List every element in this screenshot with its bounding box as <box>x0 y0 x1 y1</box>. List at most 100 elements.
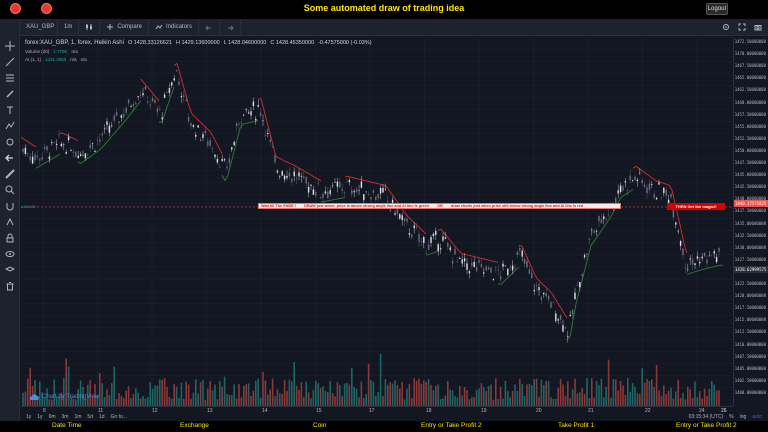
volume-bar <box>454 396 456 406</box>
volume-bar <box>583 393 586 406</box>
indicators-button[interactable]: Indicators <box>149 18 200 36</box>
auto-toggle[interactable]: auto <box>752 414 762 420</box>
time-axis[interactable]: 8 11 12 13 14 15 17 18 19 20 21 22 24 25 26 <box>21 406 733 414</box>
brush-icon[interactable] <box>5 89 15 99</box>
candle-body <box>399 214 401 219</box>
fullscreen-button[interactable] <box>738 23 746 33</box>
ai-line-segment <box>323 200 328 202</box>
candle-body <box>540 296 543 300</box>
candle-body <box>312 189 315 195</box>
ai-line-segment <box>179 73 184 85</box>
text-tool-icon[interactable] <box>5 105 15 115</box>
symbol-search[interactable]: XAU_GBP <box>20 18 58 36</box>
ai-line-segment <box>380 184 385 186</box>
trash-icon[interactable] <box>5 281 15 291</box>
candle-body <box>471 262 473 266</box>
pattern-icon[interactable] <box>5 121 15 131</box>
compare-button[interactable]: Compare <box>100 18 150 36</box>
logout-button[interactable]: Logout <box>706 3 728 15</box>
stay-drawing-icon[interactable] <box>5 217 15 227</box>
range-button[interactable]: 1m <box>74 414 82 420</box>
candle-body <box>557 319 559 321</box>
volume-bar <box>238 383 240 406</box>
footer-link[interactable]: Exchange <box>180 422 209 429</box>
ai-line-segment <box>692 271 697 273</box>
chart-toolbar: XAU_GBP 1m Compare Indicators <box>20 18 768 36</box>
volume-bar <box>235 398 238 406</box>
interval-button[interactable]: 1m <box>58 18 80 36</box>
volume-bar <box>255 380 257 406</box>
candle-body <box>533 290 535 292</box>
magnet-icon[interactable] <box>5 201 15 211</box>
volume-bar <box>663 385 665 406</box>
range-button[interactable]: 6m <box>48 414 56 420</box>
candle-body <box>552 301 555 303</box>
ai-line-segment <box>308 173 313 176</box>
ruler-icon[interactable] <box>5 169 15 179</box>
candle-body <box>269 139 271 142</box>
price-axis[interactable]: 1472.50000000 1470.00000000 1467.50000000 1… <box>733 37 768 406</box>
ai-line-segment <box>218 147 223 154</box>
layers-icon[interactable] <box>4 265 16 275</box>
undo-button[interactable] <box>199 18 221 36</box>
candle-body <box>171 82 173 86</box>
ai-line-segment <box>56 153 61 157</box>
footer-link[interactable]: Entry or Take Profit 2 <box>676 422 737 429</box>
range-button[interactable]: 1d <box>98 414 105 420</box>
crosshair-icon[interactable] <box>5 41 15 51</box>
settings-button[interactable] <box>722 23 730 33</box>
candle-body <box>543 292 545 295</box>
footer-link[interactable]: Take Profit 1 <box>558 422 595 429</box>
volume-bar <box>543 385 545 406</box>
ai-line-segment <box>530 266 535 274</box>
screenshot-button[interactable] <box>754 23 762 33</box>
volume-bar <box>425 381 427 406</box>
candle-body <box>449 247 451 251</box>
fib-icon[interactable] <box>5 73 15 83</box>
log-toggle[interactable]: log <box>739 414 747 420</box>
menu-logo-icon[interactable] <box>41 3 52 14</box>
redo-button[interactable] <box>220 18 242 36</box>
ai-line-segment <box>593 236 598 242</box>
ai-line-segment <box>86 156 91 160</box>
candle-body <box>387 200 389 202</box>
chart-type-button[interactable] <box>79 18 101 36</box>
percent-toggle[interactable]: % <box>729 414 734 420</box>
candle-body <box>375 196 377 201</box>
back-arrow-icon[interactable] <box>5 153 15 163</box>
banner-part4: draw shorts just when price still below … <box>450 204 584 208</box>
ai-legend-label[interactable]: AI (1, 1) <box>25 56 42 62</box>
footer-link[interactable]: Date Time <box>52 422 82 429</box>
forecast-icon[interactable] <box>5 137 15 147</box>
ai-line-segment <box>236 128 241 141</box>
volume-bar <box>511 390 514 406</box>
range-button[interactable]: 5d <box>87 414 93 420</box>
app-logo-icon[interactable] <box>10 3 21 14</box>
volume-bar <box>87 384 89 406</box>
volume-bar <box>336 382 339 406</box>
volume-bar <box>651 379 653 406</box>
candle-body <box>509 267 511 268</box>
lock-icon[interactable] <box>5 233 15 243</box>
price-chart[interactable] <box>21 37 733 406</box>
ai-line-segment <box>21 136 25 140</box>
range-button[interactable]: 1y <box>37 414 43 420</box>
range-button[interactable]: 3m <box>61 414 69 420</box>
eye-icon[interactable] <box>5 249 15 259</box>
zoom-icon[interactable] <box>5 185 15 195</box>
candle-body <box>343 192 346 194</box>
candle-body <box>377 194 379 199</box>
candle-body <box>423 237 425 244</box>
tradingview-watermark[interactable]: Chart by TradingView <box>29 393 99 401</box>
candle-body <box>413 225 415 229</box>
ai-line-segment <box>440 228 445 234</box>
range-button[interactable]: Go to... <box>110 414 127 420</box>
range-button[interactable]: 1y <box>26 414 32 420</box>
volume-legend-label[interactable]: Volume (20) <box>25 48 50 54</box>
ai-line-segment <box>521 245 526 253</box>
footer-link[interactable]: Coin <box>313 422 327 429</box>
candle-body <box>504 265 507 267</box>
trend-line-icon[interactable] <box>5 57 15 67</box>
chart-pane[interactable]: forex:XAU_GBP, 1, forex, Heikin Ashi O 1… <box>21 37 768 406</box>
footer-link[interactable]: Entry or Take Profit 2 <box>421 422 482 429</box>
